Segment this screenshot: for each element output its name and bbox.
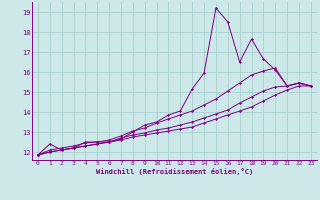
X-axis label: Windchill (Refroidissement éolien,°C): Windchill (Refroidissement éolien,°C) — [96, 168, 253, 175]
